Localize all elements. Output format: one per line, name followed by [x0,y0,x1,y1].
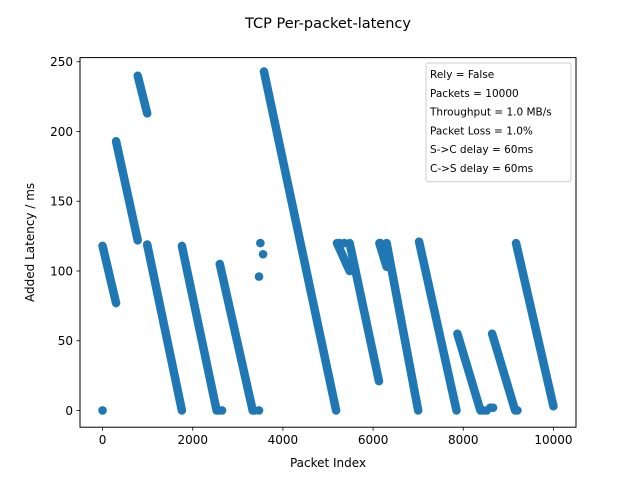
data-segment-11 [382,238,423,415]
plot-area-frame [79,57,577,428]
legend-entry: Packet Loss = 1.0% [430,125,533,137]
x-axis-label: Packet Index [290,456,366,470]
x-tick-label-2000: 2000 [177,433,208,447]
legend-entry: Rely = False [430,69,494,81]
data-point-8 [258,249,268,259]
data-segment-3 [133,71,152,118]
y-tick-label-200: 200 [50,125,73,139]
y-axis-label: Added Latency / ms [23,183,37,302]
x-tick-label-6000: 6000 [358,433,389,447]
data-segment-9 [345,238,384,386]
data-segment-12 [414,237,461,415]
y-tick-label-50: 50 [58,334,73,348]
x-tick-label-0: 0 [99,433,107,447]
y-tick-label-100: 100 [50,264,73,278]
legend-entry: Throughput = 1.0 MB/s [429,107,552,119]
data-point-1 [98,406,107,415]
x-axis: 0 2000 4000 6000 8000 10000 [99,427,573,447]
x-tick-label-4000: 4000 [268,433,299,447]
y-tick-label-250: 250 [50,55,73,69]
data-segment-4 [142,240,187,415]
x-tick-label-10000: 10000 [534,433,572,447]
chart-title: TCP Per-packet-latency [244,16,411,32]
data-segment-13 [453,329,485,415]
legend-box: Rely = False Packets = 10000 Throughput = … [425,62,572,183]
data-point-5 [254,406,264,415]
data-segment-5 [177,241,221,415]
data-point-15 [488,403,498,412]
data-point-6 [254,272,264,281]
legend-entry: Packets = 10000 [430,88,519,100]
legend-frame [425,62,572,183]
data-point-3 [217,406,227,415]
data-point-7 [256,238,265,248]
data-point-10 [339,238,349,248]
y-axis: 0 50 100 150 200 250 [50,55,80,418]
legend-entry: S->C delay = 60ms [430,144,533,156]
data-point-16 [513,406,522,415]
data-point-11 [376,238,385,248]
legend-entry: C->S delay = 60ms [430,163,533,175]
y-tick-label-150: 150 [50,195,73,209]
data-segment-1 [98,241,121,308]
data-points-layer [98,67,558,415]
data-segment-2 [111,137,142,245]
y-tick-label-0: 0 [65,404,73,418]
data-segment-8 [332,238,354,276]
data-segment-14 [487,329,520,415]
x-tick-label-8000: 8000 [448,433,479,447]
data-segment-7 [259,67,341,415]
data-segment-6 [215,259,257,415]
data-segment-15 [511,238,558,411]
